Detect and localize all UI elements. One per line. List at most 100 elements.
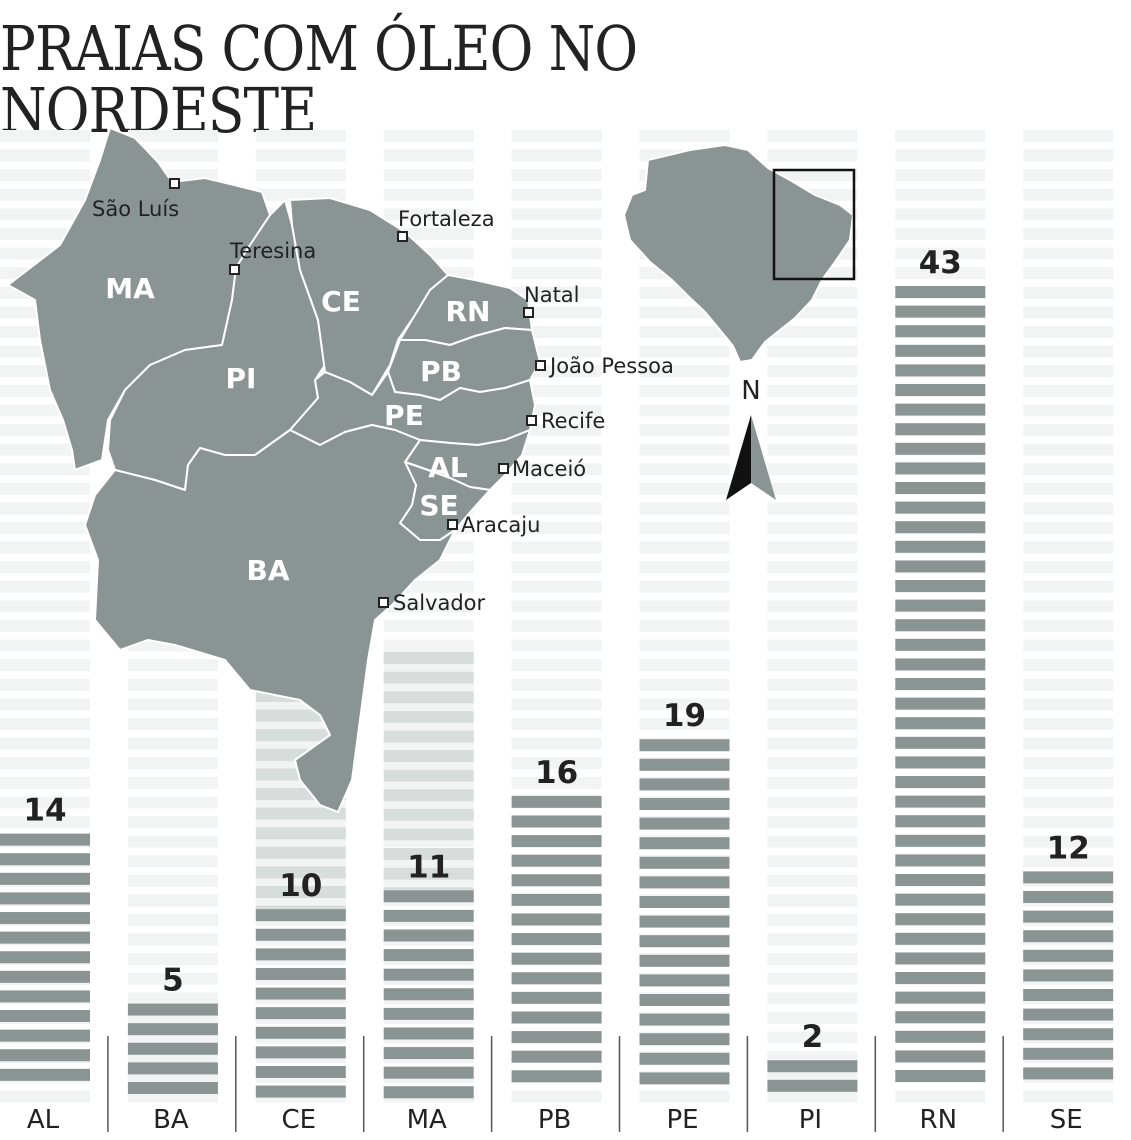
- bar-stripe: [895, 1011, 986, 1024]
- north-label: N: [741, 376, 760, 406]
- track-stripe: [767, 835, 858, 848]
- bar-stripe: [0, 872, 90, 885]
- track-stripe: [511, 522, 602, 534]
- bar-stripe: [895, 442, 986, 455]
- state-label-pi: PI: [226, 362, 257, 395]
- track-stripe: [127, 659, 218, 672]
- bar-stripe: [1023, 949, 1114, 962]
- track-stripe: [127, 130, 218, 142]
- track-stripe: [639, 639, 730, 652]
- bar-stripe: [1023, 1047, 1114, 1060]
- track-stripe: [0, 659, 90, 672]
- bar-stripe: [895, 991, 986, 1004]
- track-stripe: [127, 698, 218, 711]
- track-stripe: [767, 600, 858, 613]
- track-stripe: [767, 522, 858, 534]
- track-stripe: [127, 972, 218, 985]
- track-stripe: [0, 698, 90, 711]
- bar-stripe: [383, 909, 474, 922]
- bar-stripe: [255, 1065, 346, 1078]
- bar-stripe: [895, 325, 986, 338]
- bar-stripe: [383, 929, 474, 942]
- bar-stripe: [511, 795, 602, 808]
- bar-stripe: [127, 1062, 218, 1075]
- city-marker-salvador: [378, 597, 389, 608]
- bar-stripe: [895, 678, 986, 690]
- bar-stripe: [895, 697, 986, 710]
- track-stripe: [1023, 502, 1114, 515]
- value-label-pb: 16: [535, 755, 578, 791]
- track-stripe: [511, 659, 602, 672]
- track-stripe: [511, 600, 602, 613]
- track-stripe: [1023, 1090, 1114, 1103]
- track-stripe: [639, 345, 730, 358]
- bar-stripe: [0, 1049, 90, 1062]
- track-stripe: [767, 894, 858, 907]
- track-stripe: [511, 424, 602, 436]
- track-stripe: [767, 718, 858, 730]
- bar-stripe: [1023, 890, 1114, 903]
- north-arrow-left-half: [726, 415, 751, 500]
- track-stripe: [767, 914, 858, 926]
- category-label-pb: PB: [538, 1105, 572, 1135]
- track-stripe: [639, 620, 730, 632]
- track-stripe: [767, 404, 858, 417]
- track-stripe: [767, 326, 858, 338]
- track-stripe: [511, 188, 602, 201]
- track-stripe: [767, 463, 858, 476]
- bar-stripe: [255, 948, 346, 961]
- track-stripe: [639, 326, 730, 338]
- bar-stripe: [639, 1013, 730, 1026]
- bar-stripe: [895, 403, 986, 416]
- track-stripe: [511, 306, 602, 319]
- bar-stripe: [895, 893, 986, 906]
- city-label-joao-pessoa: João Pessoa: [548, 354, 674, 378]
- track-stripe: [1023, 796, 1114, 809]
- bar-stripe: [895, 384, 986, 396]
- bar-stripe: [895, 952, 986, 965]
- track-stripe: [511, 247, 602, 260]
- bar-stripe: [127, 1003, 218, 1016]
- track-stripe: [767, 737, 858, 750]
- track-stripe: [1023, 208, 1114, 221]
- track-stripe: [767, 1031, 858, 1044]
- track-stripe: [127, 894, 218, 907]
- track-stripe: [127, 855, 218, 868]
- state-label-al: AL: [428, 451, 468, 484]
- bar-stripe: [895, 619, 986, 632]
- bar-highlight-stripe: [255, 866, 346, 879]
- bar-stripe: [511, 1050, 602, 1063]
- bar-highlight-stripe: [383, 848, 474, 860]
- bar-stripe: [383, 1007, 474, 1020]
- bar-stripe: [127, 1023, 218, 1036]
- bar-stripe: [511, 835, 602, 848]
- bar-stripe: [767, 1079, 858, 1092]
- track-stripe: [1023, 737, 1114, 750]
- bar-stripe: [895, 344, 986, 357]
- bar-stripe: [895, 795, 986, 808]
- bar-stripe: [511, 1031, 602, 1044]
- track-stripe: [767, 678, 858, 691]
- track-stripe: [767, 443, 858, 456]
- track-stripe: [639, 718, 730, 730]
- bar-stripe: [895, 364, 986, 377]
- bar-stripe: [383, 968, 474, 981]
- track-stripe: [767, 1051, 858, 1064]
- track-stripe: [511, 1090, 602, 1103]
- track-stripe: [1023, 620, 1114, 632]
- category-label-rn: RN: [920, 1105, 958, 1135]
- track-stripe: [383, 169, 474, 182]
- bar-stripe: [895, 815, 986, 828]
- bar-highlight-stripe: [383, 671, 474, 684]
- value-label-pi: 2: [802, 1019, 824, 1055]
- north-arrow-icon: N: [726, 376, 776, 500]
- bar-stripe: [383, 1027, 474, 1040]
- track-stripe: [383, 188, 474, 201]
- bar-stripe: [639, 974, 730, 987]
- track-stripe: [767, 424, 858, 436]
- track-stripe: [255, 130, 346, 142]
- category-label-ba: BA: [153, 1105, 189, 1135]
- bar-stripe: [383, 1086, 474, 1099]
- bar-stripe: [895, 560, 986, 573]
- track-stripe: [511, 463, 602, 476]
